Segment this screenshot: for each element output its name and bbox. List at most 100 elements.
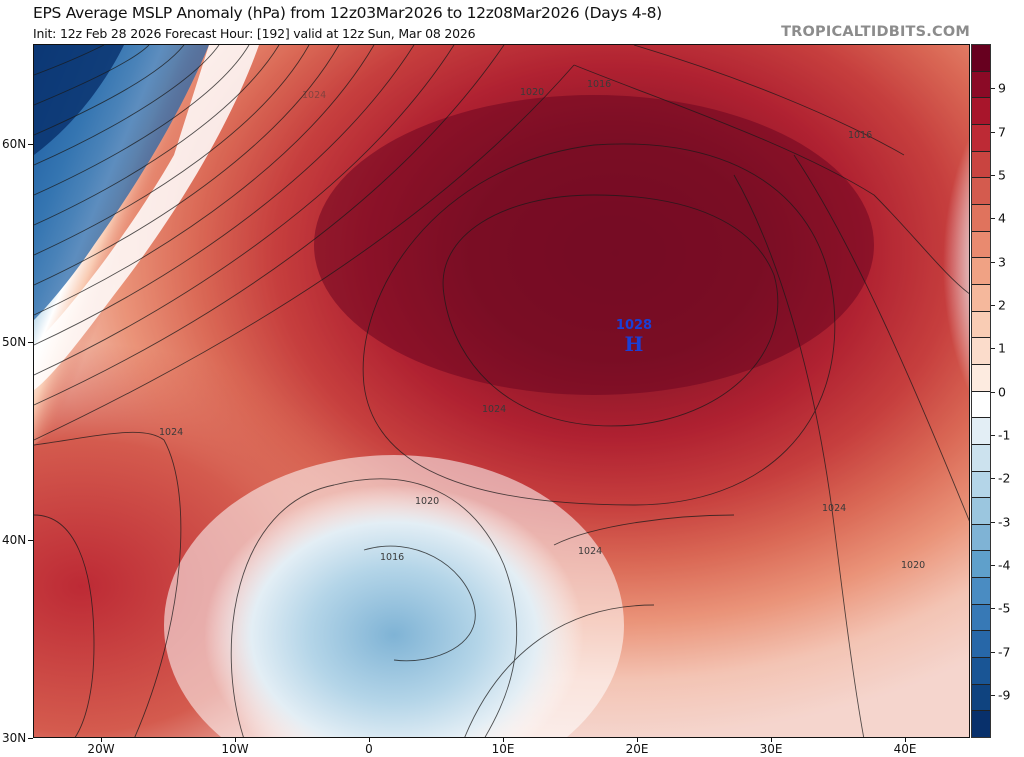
colorbar-bin	[972, 204, 990, 232]
longitude-label: 0	[365, 742, 373, 756]
longitude-tick	[771, 738, 772, 742]
longitude-tick	[637, 738, 638, 742]
colorbar-tick-label: 1	[998, 340, 1006, 356]
colorbar-bin	[972, 631, 990, 659]
latitude-tick	[28, 738, 33, 739]
colorbar-tick	[991, 522, 995, 523]
colorbar-bin	[972, 151, 990, 179]
colorbar-tick-label: -4	[998, 557, 1011, 573]
latitude-tick	[28, 540, 33, 541]
high-pressure-value: 1028	[616, 318, 652, 333]
colorbar-tick	[991, 348, 995, 349]
colorbar-tick-label: -1	[998, 427, 1011, 443]
longitude-label: 30E	[759, 742, 783, 756]
longitude-tick	[235, 738, 236, 742]
longitude-tick	[101, 738, 102, 742]
colorbar-bin	[972, 258, 990, 285]
contour-label-1020-east: 1020	[901, 560, 925, 571]
colorbar-tick	[991, 132, 995, 133]
colorbar-tick	[991, 305, 995, 306]
colorbar-bin	[972, 284, 990, 312]
longitude-label: 20E	[625, 742, 649, 756]
longitude-tick	[369, 738, 370, 742]
longitude-label: 20W	[87, 742, 115, 756]
colorbar-bin	[972, 364, 990, 392]
colorbar-bin	[972, 498, 990, 525]
colorbar-tick-label: -7	[998, 644, 1011, 660]
colorbar-tick-label: 0	[998, 384, 1006, 400]
colorbar-bin	[972, 578, 990, 605]
chart-subtitle: Init: 12z Feb 28 2026 Forecast Hour: [19…	[33, 26, 476, 41]
contour-label-1016-north: 1016	[587, 79, 611, 90]
site-brand: TROPICALTIDBITS.COM	[781, 24, 970, 40]
mslp-anomaly-map: 1016 1020 1016 1024 1024 1020 1016 1024 …	[34, 45, 969, 737]
latitude-label: 50N	[2, 335, 27, 349]
colorbar-tick	[991, 218, 995, 219]
contour-label-1024-norway: 1024	[302, 90, 326, 101]
colorbar-tick	[991, 565, 995, 566]
colorbar-tick-label: 7	[998, 124, 1006, 140]
colorbar-tick	[991, 392, 995, 393]
colorbar-bin	[972, 45, 990, 72]
colorbar-tick-label: 9	[998, 80, 1006, 96]
colorbar-bin	[972, 124, 990, 152]
colorbar-bin	[972, 231, 990, 259]
colorbar-bin	[972, 311, 990, 339]
colorbar-tick-label: -2	[998, 470, 1011, 486]
longitude-tick	[905, 738, 906, 742]
colorbar-tick	[991, 695, 995, 696]
longitude-label: 40E	[893, 742, 917, 756]
colorbar-tick	[991, 652, 995, 653]
colorbar-bin	[972, 71, 990, 99]
colorbar-bin	[972, 524, 990, 552]
colorbar-tick	[991, 478, 995, 479]
colorbar-bin	[972, 391, 990, 419]
longitude-tick	[503, 738, 504, 742]
longitude-label: 10W	[221, 742, 249, 756]
colorbar-bin	[972, 98, 990, 125]
contour-label-1024-blacksea: 1024	[822, 503, 846, 514]
contour-label-1024-west: 1024	[159, 427, 183, 438]
contour-label-1024-alps: 1024	[482, 404, 506, 415]
latitude-label: 40N	[2, 533, 27, 547]
colorbar-tick-label: 4	[998, 210, 1006, 226]
contour-label-1020-iberia: 1020	[415, 496, 439, 507]
contour-label-1024-italy: 1024	[578, 546, 602, 557]
colorbar-tick	[991, 435, 995, 436]
colorbar-tick-label: 3	[998, 254, 1006, 270]
colorbar	[971, 44, 991, 738]
colorbar-bin	[972, 178, 990, 205]
contour-label-1020-north: 1020	[520, 87, 544, 98]
colorbar-tick-label: -9	[998, 687, 1011, 703]
colorbar-bin	[972, 658, 990, 685]
contour-label-1016-northeast: 1016	[848, 130, 872, 141]
map-panel: 1016 1020 1016 1024 1024 1020 1016 1024 …	[33, 44, 970, 738]
high-pressure-center: 1028 H	[616, 318, 652, 356]
colorbar-tick	[991, 88, 995, 89]
colorbar-tick-label: -3	[998, 514, 1011, 530]
latitude-label: 60N	[2, 137, 27, 151]
longitude-label: 10E	[491, 742, 515, 756]
colorbar-bin	[972, 551, 990, 579]
colorbar-tick-label: 5	[998, 167, 1006, 183]
latitude-tick	[28, 144, 33, 145]
chart-title: EPS Average MSLP Anomaly (hPa) from 12z0…	[33, 4, 662, 22]
latitude-label: 30N	[2, 731, 27, 745]
colorbar-bin	[972, 604, 990, 632]
colorbar-bin	[972, 684, 990, 712]
isobar-lines	[34, 45, 969, 737]
latitude-tick	[28, 342, 33, 343]
high-pressure-symbol: H	[625, 332, 644, 356]
colorbar-bin	[972, 418, 990, 445]
colorbar-bin	[972, 444, 990, 472]
colorbar-tick-label: 2	[998, 297, 1006, 313]
colorbar-tick	[991, 262, 995, 263]
colorbar-bin	[972, 338, 990, 365]
contour-labels: 1016 1020 1016 1024 1024 1020 1016 1024 …	[159, 79, 925, 571]
colorbar-tick-label: -5	[998, 600, 1011, 616]
colorbar-bin	[972, 711, 990, 738]
colorbar-tick	[991, 608, 995, 609]
colorbar-bin	[972, 471, 990, 499]
contour-label-1016-iberia: 1016	[380, 552, 404, 563]
colorbar-tick	[991, 175, 995, 176]
